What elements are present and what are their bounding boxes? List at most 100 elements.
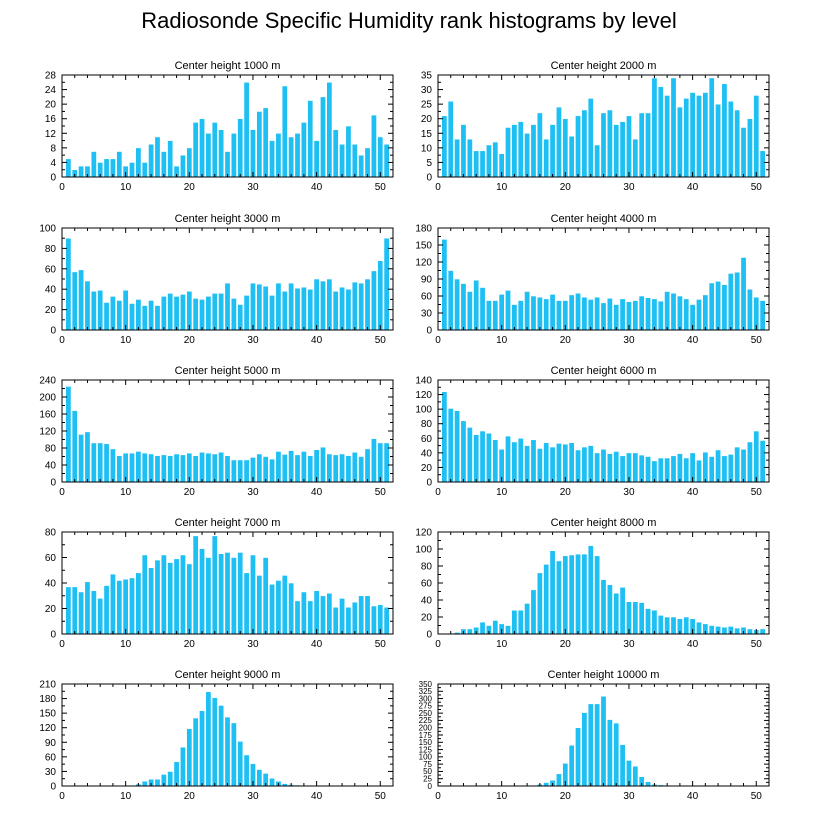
bar bbox=[339, 143, 346, 178]
bar bbox=[103, 158, 110, 178]
x-tick-label: 30 bbox=[247, 639, 259, 650]
bar bbox=[167, 562, 174, 635]
bar bbox=[154, 305, 161, 331]
y-tick-label: 80 bbox=[45, 244, 57, 255]
bar bbox=[237, 552, 244, 635]
bar bbox=[78, 591, 85, 635]
bar bbox=[695, 459, 702, 483]
y-tick-label: 80 bbox=[421, 419, 433, 430]
bar bbox=[638, 602, 645, 635]
bar bbox=[351, 281, 358, 331]
bar bbox=[568, 442, 575, 483]
bar bbox=[454, 138, 461, 178]
bar bbox=[179, 454, 186, 483]
bar bbox=[543, 442, 550, 483]
y-tick-label: 240 bbox=[39, 376, 56, 387]
bar bbox=[524, 291, 531, 331]
bar bbox=[160, 296, 167, 331]
bar bbox=[657, 300, 664, 331]
bar bbox=[199, 118, 206, 178]
bar bbox=[613, 451, 620, 483]
bar bbox=[192, 298, 199, 331]
bar bbox=[441, 115, 448, 178]
bar bbox=[715, 103, 722, 178]
bar bbox=[708, 77, 715, 178]
bar bbox=[517, 437, 524, 483]
x-tick-label: 20 bbox=[560, 335, 572, 346]
bar bbox=[543, 563, 550, 635]
bar bbox=[249, 282, 256, 331]
bar bbox=[511, 304, 518, 331]
bar bbox=[167, 771, 174, 787]
bar bbox=[581, 553, 588, 635]
bar bbox=[339, 286, 346, 331]
bar bbox=[307, 600, 314, 635]
bar bbox=[122, 289, 129, 331]
bar bbox=[383, 442, 390, 483]
y-tick-label: 30 bbox=[421, 309, 433, 320]
bar bbox=[670, 77, 677, 178]
bar bbox=[708, 625, 715, 635]
bar bbox=[657, 614, 664, 635]
bar bbox=[740, 127, 747, 178]
bar bbox=[351, 601, 358, 635]
x-tick-label: 10 bbox=[120, 639, 132, 650]
bar bbox=[135, 147, 142, 178]
bar bbox=[746, 441, 753, 483]
bar bbox=[358, 282, 365, 331]
bar bbox=[587, 299, 594, 331]
bar bbox=[619, 744, 626, 787]
bar bbox=[466, 628, 473, 635]
bar bbox=[473, 279, 480, 331]
bar bbox=[575, 553, 582, 635]
bar bbox=[746, 628, 753, 635]
bar bbox=[517, 121, 524, 178]
y-tick-label: 0 bbox=[50, 173, 56, 184]
bar bbox=[332, 454, 339, 483]
bar bbox=[613, 592, 620, 635]
x-tick-label: 50 bbox=[751, 487, 763, 498]
x-tick-label: 30 bbox=[623, 182, 635, 193]
y-tick-label: 150 bbox=[39, 709, 56, 720]
y-tick-label: 80 bbox=[45, 528, 57, 539]
y-tick-label: 60 bbox=[45, 264, 57, 275]
x-tick-label: 20 bbox=[184, 487, 196, 498]
x-tick-label: 40 bbox=[311, 182, 323, 193]
y-tick-label: 25 bbox=[421, 100, 433, 111]
y-tick-label: 350 bbox=[419, 680, 433, 689]
bar bbox=[173, 296, 180, 331]
bar bbox=[505, 127, 512, 178]
bar bbox=[377, 260, 384, 331]
bar bbox=[606, 297, 613, 331]
bar bbox=[530, 439, 537, 483]
x-tick-label: 40 bbox=[687, 182, 699, 193]
bar bbox=[326, 278, 333, 331]
bar bbox=[199, 548, 206, 635]
bar bbox=[141, 305, 148, 331]
bar bbox=[179, 554, 186, 635]
bar bbox=[319, 595, 326, 635]
bar bbox=[135, 572, 142, 635]
panel-4: Center height 4000 m 0 10 20 30 40 50 0 30 60 90 12… bbox=[415, 213, 770, 346]
bar bbox=[205, 452, 212, 483]
bar bbox=[587, 445, 594, 483]
x-tick-label: 40 bbox=[687, 639, 699, 650]
bar bbox=[179, 746, 186, 787]
bar bbox=[218, 451, 225, 483]
y-tick-label: 40 bbox=[45, 579, 57, 590]
bar bbox=[606, 584, 613, 635]
y-tick-label: 90 bbox=[421, 275, 433, 286]
bar bbox=[97, 289, 104, 331]
bar bbox=[205, 296, 212, 331]
y-tick-label: 200 bbox=[39, 393, 56, 404]
bar bbox=[141, 452, 148, 483]
x-tick-label: 50 bbox=[375, 791, 387, 802]
bar bbox=[689, 92, 696, 178]
bar bbox=[670, 292, 677, 331]
bar bbox=[587, 703, 594, 787]
x-tick-label: 50 bbox=[375, 335, 387, 346]
bar bbox=[288, 582, 295, 635]
bar bbox=[536, 572, 543, 635]
bar bbox=[562, 443, 569, 483]
